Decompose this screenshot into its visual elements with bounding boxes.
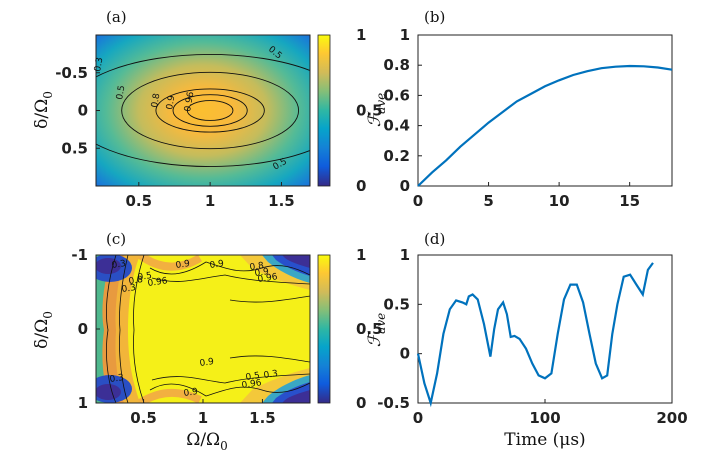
panel-c-colorbar-ticks: 00.51 <box>356 246 383 412</box>
panel-c-colorbar <box>317 254 331 404</box>
panel-c-contour-label: 0.5 <box>137 271 153 283</box>
panel-c-xtick-label: 1.5 <box>249 409 276 427</box>
panel-c-contour-label: 0.9 <box>209 259 225 271</box>
panel-c-contour-label: 0.9 <box>175 259 191 271</box>
panel-a-contour-label: 0.96 <box>183 91 196 113</box>
panel-c-ylabel: δ/Ω0 <box>32 311 55 349</box>
panel-b-xticks: 0 5 10 15 <box>413 182 640 210</box>
panel-c-yticks: -1 0 1 <box>71 246 100 412</box>
panel-d: (d) 0 100 200 -0.500.51 ℱave Time (μs) <box>365 230 688 450</box>
panel-b-series-line <box>417 64 673 187</box>
panel-d-series-line <box>416 262 654 408</box>
panel-b-xtick-label: 10 <box>549 192 570 210</box>
panel-d-frame <box>417 254 673 404</box>
panel-c-contour-label: 0.3 <box>121 283 137 295</box>
panel-a-contour-label: 0.8 <box>150 92 162 108</box>
panel-a-contour-label: 0.5 <box>115 85 127 101</box>
panel-c-contour-label: 0.96 <box>147 276 169 289</box>
panel-b-ytick-label: 0.4 <box>383 117 410 135</box>
panel-b-ytick-label: 0.2 <box>383 147 410 165</box>
panel-a: (a) 0.3 0.5 0.5 0.5 0.8 0.9 0.96 0.5 1 1.5 -0.5 0… <box>32 8 383 210</box>
panel-b-frame <box>417 34 673 187</box>
panel-b-yticks: 0 0.2 0.4 0.6 0.8 1 <box>383 26 422 195</box>
panel-b-xtick-label: 0 <box>413 192 423 210</box>
panel-c-contours <box>106 255 310 403</box>
panel-b-ylabel: ℱave <box>365 93 388 127</box>
panel-c-contour-label: 0.9 <box>183 387 199 399</box>
panel-a-contour-label: 0.3 <box>93 57 105 73</box>
panel-d-ytick-label: 1 <box>400 246 410 264</box>
panel-c-ytick-label: 1 <box>78 394 88 412</box>
panel-c-ytick-label: -1 <box>71 246 88 264</box>
panel-d-xtick-label: 200 <box>656 409 687 427</box>
panel-d-xlabel: Time (μs) <box>504 430 585 450</box>
panel-b-ytick-label: 0.6 <box>383 86 410 104</box>
panel-b: (b) 0 5 10 15 0 0.2 0.4 0.6 0.8 1 ℱave <box>365 8 673 210</box>
panel-a-contour-0.5 <box>121 71 300 150</box>
panel-d-ylabel: ℱave <box>365 313 388 347</box>
panel-c-label: (c) <box>106 230 126 248</box>
panel-d-xtick-label: 100 <box>529 409 560 427</box>
panel-b-ytick-label: 0.8 <box>383 56 410 74</box>
panel-c-xtick-label: 0.5 <box>130 409 157 427</box>
panel-d-ytick-label: 0.5 <box>383 295 410 313</box>
panel-a-contour-label: 0.9 <box>165 94 177 110</box>
panel-c-contour-label: 0.3 <box>263 369 279 381</box>
panel-a-contours <box>96 54 310 167</box>
panel-a-ylabel: δ/Ω0 <box>32 91 55 129</box>
panel-a-label: (a) <box>106 8 127 26</box>
panel-a-colorbar-tick-label: 0.5 <box>356 102 383 120</box>
panel-a-ytick-label: 0.5 <box>61 139 88 157</box>
panel-c-ytick-label: 0 <box>78 320 88 338</box>
panel-c-contour-label: 0.5 <box>245 371 261 383</box>
panel-c-contour-label: 0.96 <box>257 272 279 285</box>
panel-c-contour-label: 0.9 <box>254 267 270 279</box>
panel-b-label: (b) <box>424 8 445 26</box>
panel-c-contour-label: 0.8 <box>128 275 144 287</box>
panel-c-xtick-label: 1 <box>198 409 208 427</box>
panel-a-contour-0.8 <box>155 88 265 133</box>
panel-d-xtick-label: 0 <box>413 409 423 427</box>
panel-a-colorbar-tick-label: 1 <box>356 26 366 44</box>
panel-a-contour-0.96 <box>186 100 234 121</box>
panel-b-xtick-label: 5 <box>483 192 493 210</box>
panel-c-xlabel: Ω/Ω0 <box>186 430 228 453</box>
panel-d-xticks: 0 100 200 <box>413 399 688 427</box>
panel-b-ytick-label: 1 <box>400 26 410 44</box>
panel-a-ytick-label: 0 <box>78 102 88 120</box>
panel-d-label: (d) <box>424 230 445 248</box>
panel-c-contour-label: 0.8 <box>249 261 265 273</box>
panel-b-ytick-label: 0 <box>400 177 410 195</box>
panel-a-xtick-label: 1.5 <box>268 192 295 210</box>
panel-c-contour-label: 0.9 <box>199 357 215 369</box>
panel-a-xtick-label: 1 <box>205 192 215 210</box>
panel-a-ytick-label: -0.5 <box>55 64 88 82</box>
panel-c-contour-label: 0.3 <box>109 373 125 385</box>
panel-c-contour-labels: 0.3 0.90.960.80.50.30.9 0.80.90.960.30.90.… <box>109 259 279 399</box>
panel-c-colorbar-tick-label: 0 <box>356 394 366 412</box>
panel-a-colorbar-ticks: 00.51 <box>356 26 383 195</box>
panel-c: (c) <box>32 230 383 453</box>
panel-c-contour-label: 0.96 <box>241 378 263 391</box>
panel-d-ytick-label: -0.5 <box>377 394 410 412</box>
panel-a-xticks: 0.5 1 1.5 <box>126 182 295 210</box>
panel-c-colorbar-tick-label: 0.5 <box>356 320 383 338</box>
panel-a-contour-0.3 <box>96 54 310 167</box>
panel-c-xticks: 0.5 1 1.5 <box>130 399 276 427</box>
panel-d-ytick-label: 0 <box>400 345 410 363</box>
panel-a-colorbar <box>317 34 331 187</box>
panel-d-yticks: -0.5 0 0.5 1 <box>377 246 422 412</box>
panel-b-xtick-label: 15 <box>619 192 640 210</box>
panel-c-heatmap <box>96 255 310 403</box>
panel-a-heatmap <box>96 35 310 186</box>
panel-a-contour-labels: 0.30.50.50.50.8 0.9 0.96 <box>93 45 289 173</box>
panel-c-contour-label: 0.3 <box>111 259 127 271</box>
panel-a-yticks: -0.5 0 0.5 <box>55 64 100 157</box>
panel-a-xtick-label: 0.5 <box>126 192 153 210</box>
panel-c-colorbar-tick-label: 1 <box>356 246 366 264</box>
panel-a-contour-0.9 <box>172 94 248 127</box>
panel-a-colorbar-tick-label: 0 <box>356 177 366 195</box>
